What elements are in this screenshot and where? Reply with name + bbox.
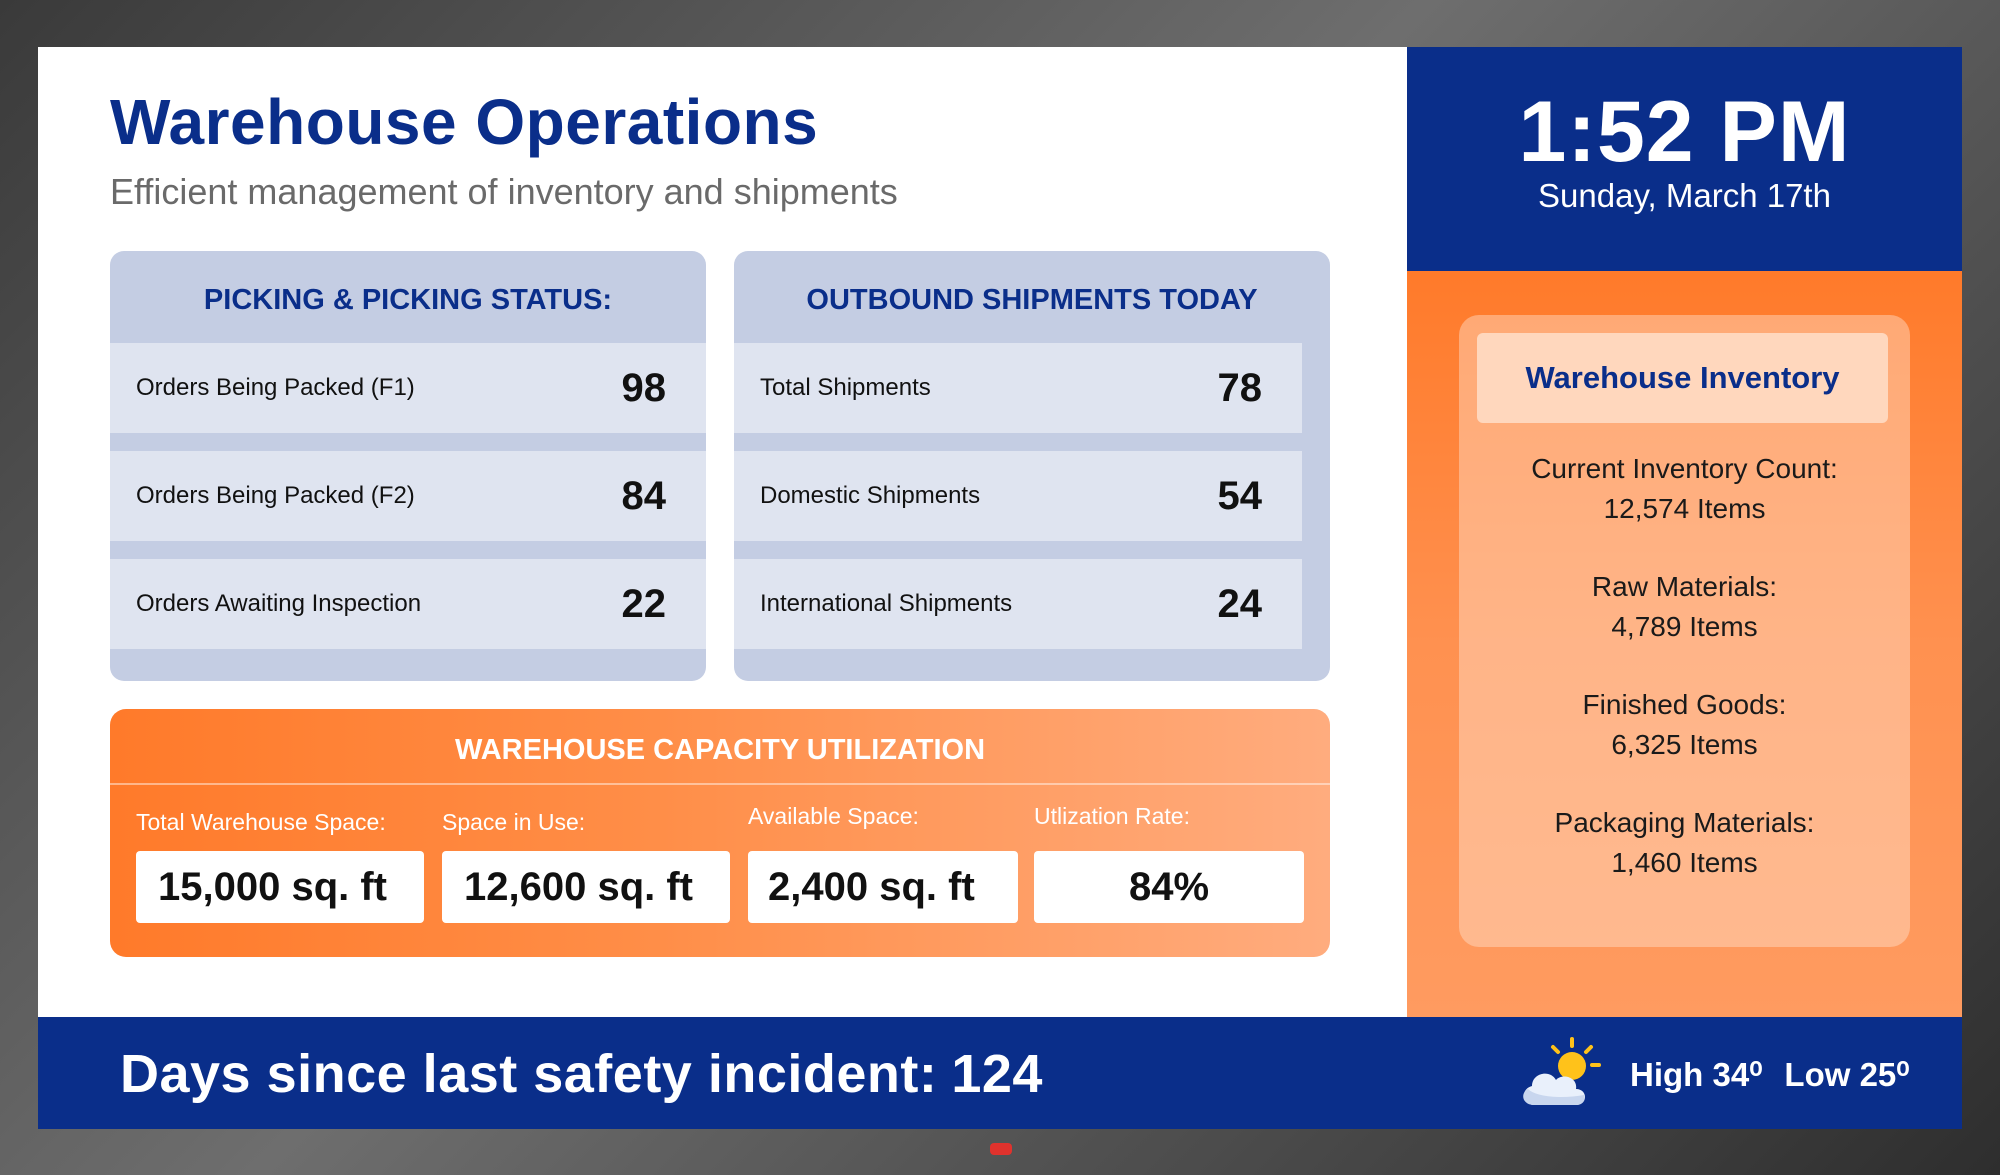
inventory-item-label: Current Inventory Count: (1531, 453, 1838, 484)
capacity-value-total: 15,000 sq. ft (136, 851, 424, 923)
shipment-row: International Shipments 24 (734, 559, 1302, 649)
clock-time: 1:52 PM (1518, 84, 1851, 180)
inventory-item: Finished Goods: 6,325 Items (1459, 685, 1910, 765)
capacity-label-available: Available Space: (748, 803, 919, 829)
power-indicator-light (990, 1143, 1012, 1155)
shipment-row-label: International Shipments (760, 590, 1013, 617)
capacity-label-in-use: Space in Use: (442, 809, 586, 835)
partly-cloudy-icon (1518, 1035, 1602, 1111)
weather-forecast: High 34⁰ Low 25⁰ (1630, 1055, 1910, 1094)
capacity-value-available: 2,400 sq. ft (748, 851, 1018, 923)
inventory-card: Warehouse Inventory Current Inventory Co… (1459, 315, 1910, 947)
inventory-item: Packaging Materials: 1,460 Items (1459, 803, 1910, 883)
weather-low: Low 25⁰ (1784, 1056, 1910, 1093)
picking-row: Orders Being Packed (F1) 98 (110, 343, 706, 433)
capacity-utilization-panel: WAREHOUSE CAPACITY UTILIZATION Total War… (110, 709, 1330, 957)
safety-days: 124 (951, 1044, 1043, 1104)
picking-row-label: Orders Being Packed (F2) (136, 482, 415, 509)
capacity-value-in-use: 12,600 sq. ft (442, 851, 730, 923)
picking-row: Orders Being Packed (F2) 84 (110, 451, 706, 541)
outbound-shipments-panel: OUTBOUND SHIPMENTS TODAY Total Shipments… (734, 251, 1330, 681)
inventory-item-value: 4,789 Items (1611, 611, 1758, 642)
inventory-item: Raw Materials: 4,789 Items (1459, 567, 1910, 647)
inventory-item-value: 6,325 Items (1611, 729, 1758, 760)
inventory-title: Warehouse Inventory (1477, 333, 1888, 423)
page-title: Warehouse Operations (110, 86, 819, 158)
capacity-value-rate: 84% (1034, 851, 1304, 923)
footer-bar: Days since last safety incident: 124 High… (38, 1017, 1962, 1129)
shipment-row-value: 78 (1217, 365, 1263, 410)
picking-status-panel: PICKING & PICKING STATUS: Orders Being P… (110, 251, 706, 681)
picking-row-value: 98 (621, 365, 667, 410)
shipment-row: Domestic Shipments 54 (734, 451, 1302, 541)
inventory-panel: Warehouse Inventory Current Inventory Co… (1407, 271, 1962, 1017)
capacity-label-total: Total Warehouse Space: (136, 809, 386, 835)
picking-status-heading: PICKING & PICKING STATUS: (203, 284, 613, 316)
shipment-row-value: 54 (1217, 473, 1263, 518)
clock-panel: 1:52 PM Sunday, March 17th (1407, 47, 1962, 271)
inventory-item-value: 12,574 Items (1603, 493, 1766, 524)
capacity-heading: WAREHOUSE CAPACITY UTILIZATION (110, 709, 1330, 785)
clock-date: Sunday, March 17th (1538, 177, 1831, 214)
inventory-item-label: Finished Goods: (1582, 689, 1787, 720)
safety-incident-counter: Days since last safety incident: 124 (120, 1043, 1043, 1105)
picking-row-label: Orders Awaiting Inspection (136, 590, 422, 617)
shipment-row-label: Total Shipments (760, 374, 931, 401)
outbound-shipments-heading: OUTBOUND SHIPMENTS TODAY (806, 284, 1258, 316)
inventory-item-label: Raw Materials: (1591, 571, 1778, 602)
safety-label: Days since last safety incident: (120, 1044, 938, 1104)
inventory-item: Current Inventory Count: 12,574 Items (1459, 449, 1910, 529)
page-subtitle: Efficient management of inventory and sh… (110, 171, 898, 212)
inventory-item-label: Packaging Materials: (1554, 807, 1815, 838)
capacity-label-rate: Utlization Rate: (1034, 803, 1190, 829)
display-screen: Warehouse Operations Efficient managemen… (38, 47, 1962, 1129)
shipment-row-label: Domestic Shipments (760, 482, 981, 509)
weather-high: High 34⁰ (1630, 1056, 1763, 1093)
picking-row-value: 84 (621, 473, 667, 518)
picking-row-value: 22 (621, 581, 667, 626)
inventory-item-value: 1,460 Items (1611, 847, 1758, 878)
picking-row: Orders Awaiting Inspection 22 (110, 559, 706, 649)
shipment-row-value: 24 (1217, 581, 1263, 626)
shipment-row: Total Shipments 78 (734, 343, 1302, 433)
picking-row-label: Orders Being Packed (F1) (136, 374, 415, 401)
